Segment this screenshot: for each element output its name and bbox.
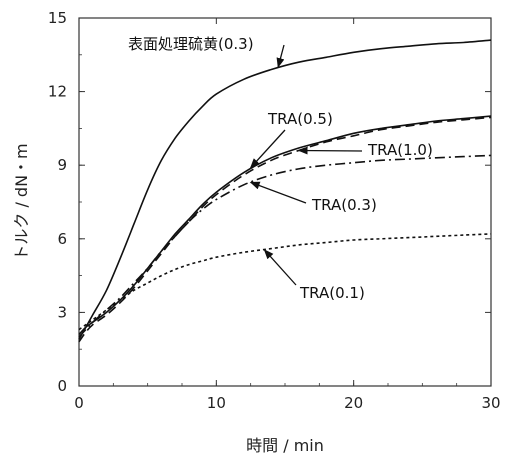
y-tick-label: 6 <box>57 230 67 248</box>
series-line-1 <box>78 115 492 336</box>
y-tick-label: 3 <box>57 303 67 321</box>
annotation-arrow <box>249 181 307 204</box>
series-line-0 <box>78 39 492 340</box>
y-axis-title: トルク / dN・m <box>12 143 31 260</box>
y-tick-label: 9 <box>57 156 67 174</box>
annotation-label: 表面処理硫黄(0.3) <box>128 35 254 53</box>
annotation-label: TRA(0.5) <box>267 110 333 128</box>
plot-frame <box>78 17 492 387</box>
y-tick-label: 12 <box>48 83 67 101</box>
annotation-arrow <box>297 146 363 155</box>
annotation-arrow <box>276 44 285 69</box>
y-tick-label: 15 <box>48 9 67 27</box>
annotation-label: TRA(0.1) <box>299 284 365 302</box>
annotation-arrow <box>263 249 297 286</box>
series-line-2 <box>78 116 492 343</box>
x-tick-label: 0 <box>74 394 84 412</box>
series-line-3 <box>78 154 492 338</box>
series-line-4 <box>78 233 492 331</box>
series-lines <box>78 39 492 343</box>
annotation-arrow <box>249 129 286 169</box>
axes: 0 10 20 30 0 3 6 9 12 15 時間 / min トルク / dN・m <box>12 9 501 455</box>
annotation-label: TRA(1.0) <box>367 141 433 159</box>
x-tick-label: 30 <box>481 394 500 412</box>
annotation-label: TRA(0.3) <box>311 196 377 214</box>
annotations: 表面処理硫黄(0.3) TRA(0.5) TRA(1.0) TRA(0.3) TRA(0… <box>128 35 433 302</box>
y-tick-label: 0 <box>57 377 67 395</box>
x-tick-label: 10 <box>207 394 226 412</box>
x-axis-title: 時間 / min <box>246 436 324 455</box>
x-tick-label: 20 <box>344 394 363 412</box>
